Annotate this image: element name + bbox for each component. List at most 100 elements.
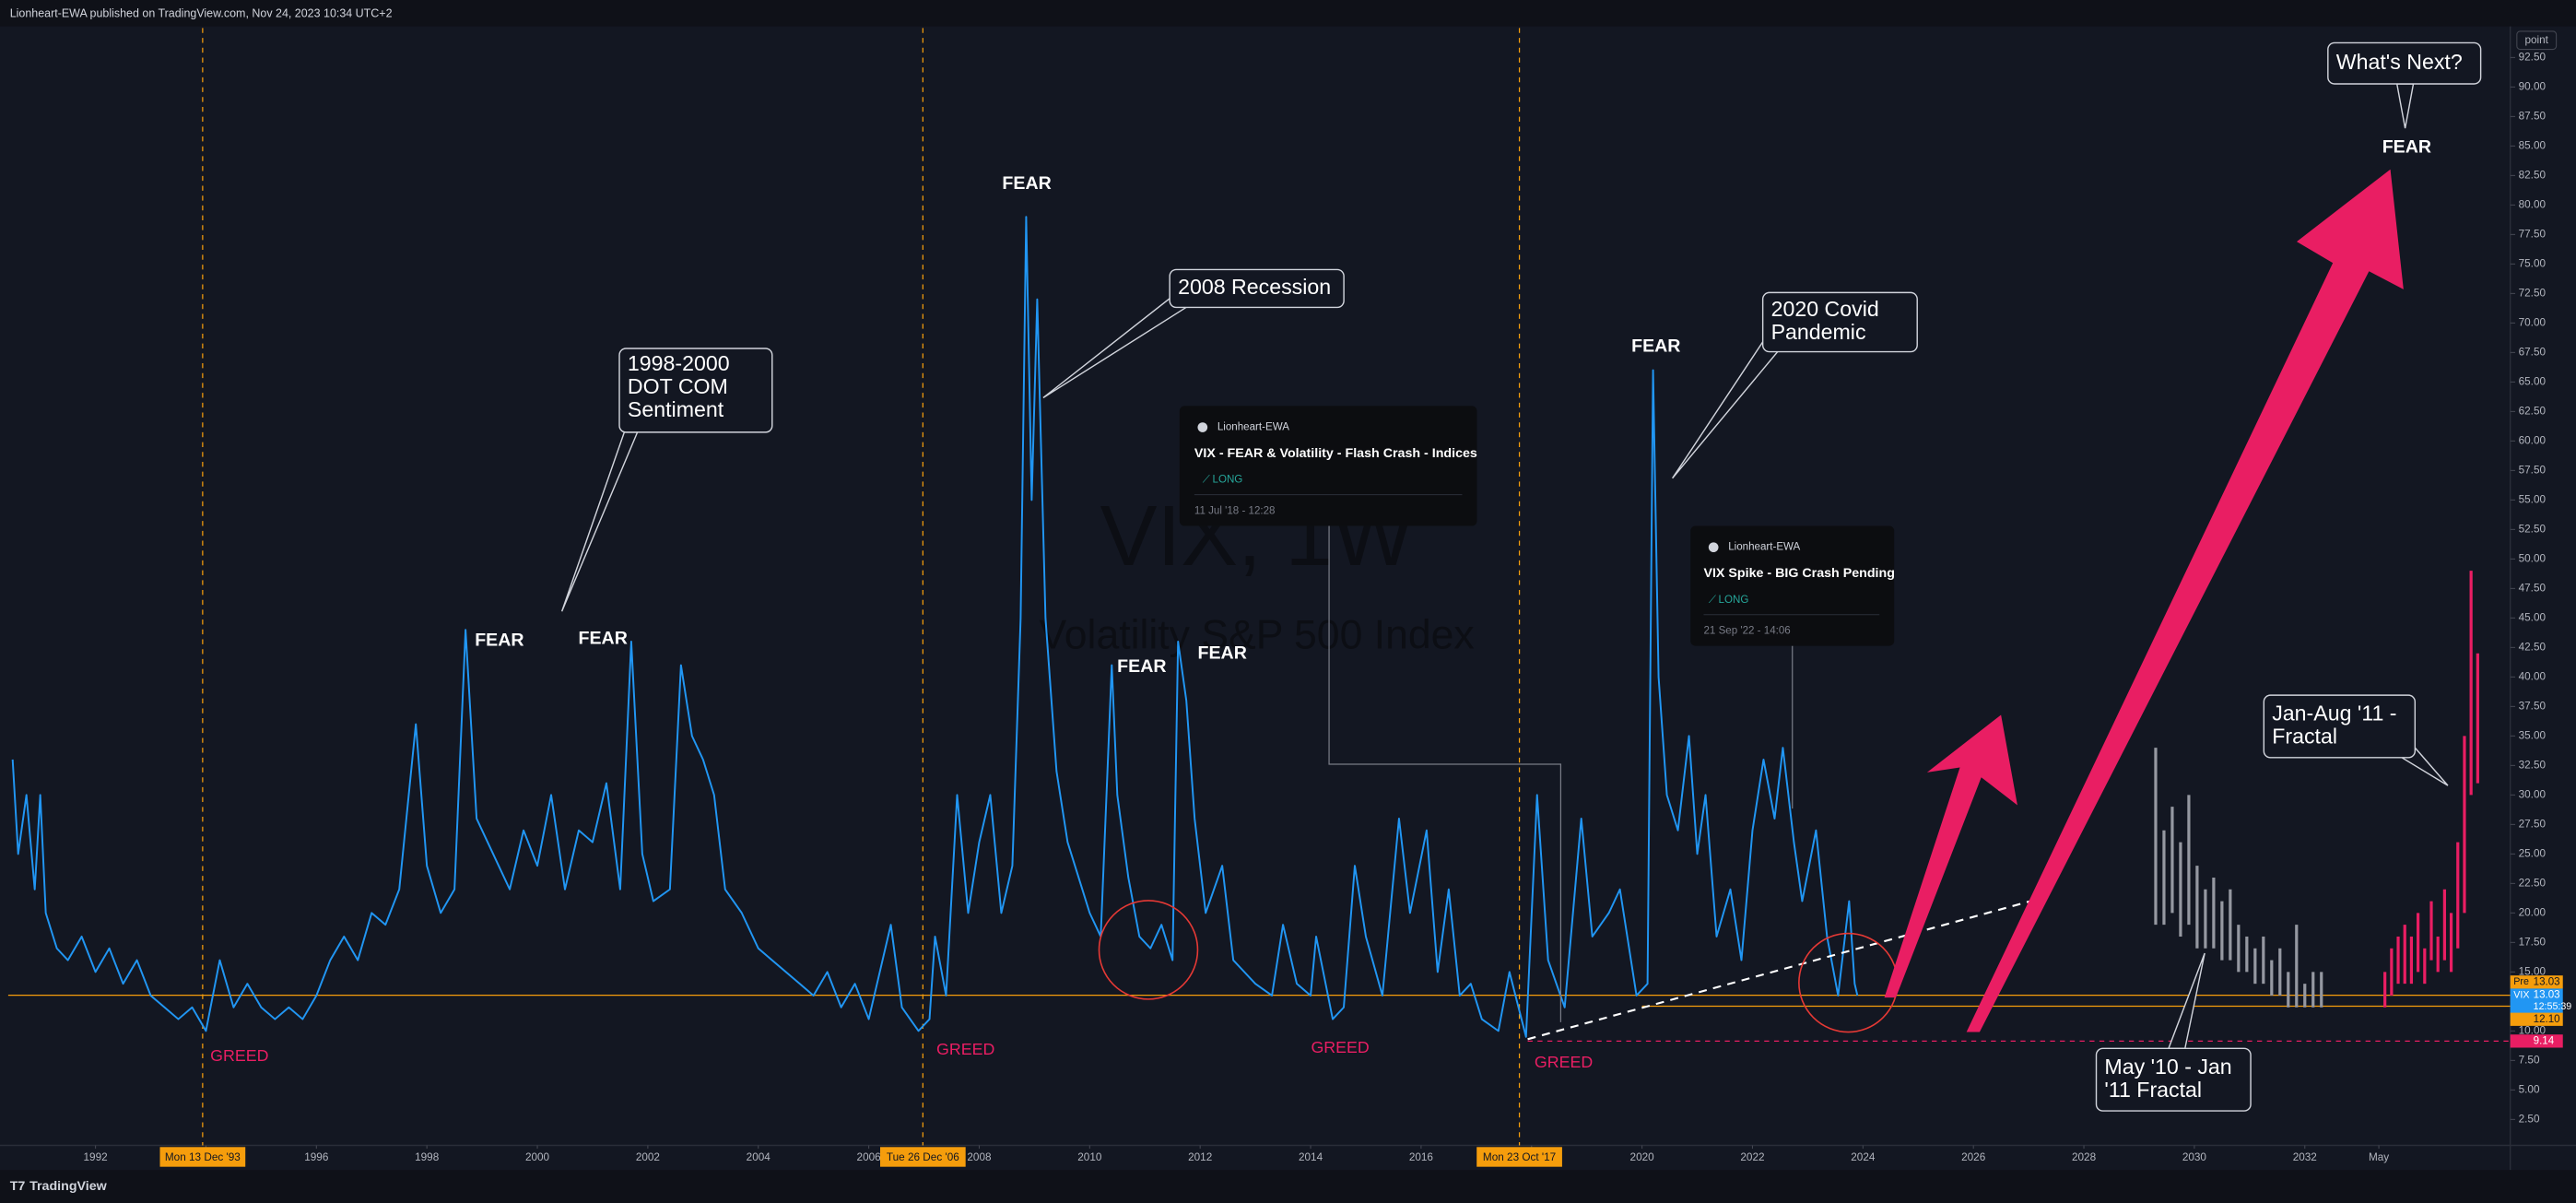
date-marker-label: Tue 26 Dec '06: [887, 1151, 959, 1163]
callout: [1761, 291, 1918, 353]
y-tick-label: 42.50: [2519, 641, 2547, 653]
y-tick-label: 80.00: [2519, 199, 2547, 211]
x-tick-label: 2004: [747, 1151, 771, 1163]
y-tick-label: 77.50: [2519, 229, 2547, 241]
brand: TradingView: [29, 1179, 108, 1194]
x-tick-label: 2002: [636, 1151, 660, 1163]
x-tick-label: 2012: [1188, 1151, 1212, 1163]
x-tick-label: 1996: [304, 1151, 329, 1163]
callout-text: Sentiment: [628, 397, 724, 421]
callout-text: Pandemic: [1771, 320, 1866, 344]
price-box: [2510, 988, 2563, 1014]
price-label: 9.14: [2534, 1035, 2555, 1046]
date-marker-box: [1476, 1147, 1562, 1167]
callout-text: DOT COM: [628, 374, 728, 398]
price-box: [2510, 1012, 2563, 1026]
header-bar: [0, 0, 2576, 27]
author-icon: [1708, 542, 1719, 553]
y-tick-label: 17.50: [2519, 936, 2547, 948]
x-tick-label: 2024: [1851, 1151, 1876, 1163]
date-marker-box: [879, 1147, 966, 1167]
y-tick-label: 57.50: [2519, 464, 2547, 476]
greed-label: GREED: [210, 1046, 268, 1065]
idea-direction: LONG: [1213, 475, 1243, 486]
highlight-circle: [1098, 900, 1199, 1000]
y-tick-label: 75.00: [2519, 257, 2547, 269]
y-tick-label: 65.00: [2519, 375, 2547, 387]
idea-card[interactable]: [1179, 406, 1477, 526]
callout-text: 1998-2000: [628, 351, 730, 375]
idea-card[interactable]: [1690, 525, 1895, 646]
x-tick-label: 2014: [1299, 1151, 1323, 1163]
callout: [618, 348, 773, 433]
greed-label: GREED: [1535, 1053, 1593, 1071]
header-text: Lionheart-EWA published on TradingView.c…: [10, 7, 393, 20]
price-label: 13.03: [2534, 990, 2560, 1001]
callout: [1169, 268, 1345, 309]
x-tick-label: 2022: [1740, 1151, 1764, 1163]
fear-label: FEAR: [1002, 173, 1051, 194]
x-tick-label: 2016: [1409, 1151, 1434, 1163]
idea-title: VIX Spike - BIG Crash Pending: [1703, 566, 1894, 581]
idea-title: VIX - FEAR & Volatility - Flash Crash - …: [1194, 446, 1477, 461]
fear-label: FEAR: [475, 630, 523, 650]
y-tick-label: 32.50: [2519, 759, 2547, 771]
y-tick-label: 37.50: [2519, 700, 2547, 712]
price-tag: VIX: [2513, 989, 2529, 1000]
price-time: 12:55:39: [2534, 1001, 2572, 1012]
footer-bar: [0, 1170, 2576, 1203]
x-tick-label: 1998: [415, 1151, 440, 1163]
date-marker-box: [159, 1147, 246, 1167]
y-tick-label: 47.50: [2519, 582, 2547, 594]
idea-icon: ⟋: [1203, 475, 1211, 486]
idea-author: Lionheart-EWA: [1217, 422, 1289, 433]
plot: [7, 28, 2511, 1146]
y-tick-label: 67.50: [2519, 346, 2547, 358]
y-tick-label: 2.50: [2519, 1113, 2540, 1125]
callout: [2327, 41, 2482, 85]
idea-author: Lionheart-EWA: [1728, 542, 1800, 553]
price-tag: Pre: [2513, 976, 2529, 987]
x-tick-label: 2020: [1630, 1151, 1655, 1163]
idea-connector: [1328, 525, 1562, 1022]
greed-label: GREED: [1311, 1038, 1369, 1056]
x-tick-label: 2010: [1077, 1151, 1102, 1163]
idea-date: 21 Sep '22 - 14:06: [1703, 626, 1790, 637]
unit-button[interactable]: [2516, 30, 2558, 51]
y-tick-label: 62.50: [2519, 405, 2547, 417]
fear-label: FEAR: [1631, 336, 1680, 356]
callout: [2095, 1047, 2252, 1112]
unit-label: point: [2524, 34, 2548, 46]
x-tick-label: 2006: [857, 1151, 882, 1163]
y-tick-label: 55.00: [2519, 493, 2547, 505]
y-tick-label: 35.00: [2519, 729, 2547, 741]
y-tick-label: 25.00: [2519, 847, 2547, 859]
watermark-subtitle: Volatility S&P 500 Index: [1040, 612, 1475, 657]
y-tick-label: 27.50: [2519, 818, 2547, 830]
price-line-series: [11, 216, 1859, 1038]
callout-text: Fractal: [2272, 725, 2337, 749]
y-tick-label: 7.50: [2519, 1054, 2540, 1066]
arrow: [1966, 169, 2404, 1032]
price-box: [2510, 975, 2563, 989]
callout-text: 2008 Recession: [1178, 275, 1331, 299]
y-tick-label: 52.50: [2519, 523, 2547, 535]
y-tick-label: 90.00: [2519, 81, 2547, 93]
x-tick-label: 2032: [2293, 1151, 2317, 1163]
greed-label: GREED: [936, 1040, 994, 1058]
x-tick-label: 2000: [525, 1151, 550, 1163]
y-tick-label: 85.00: [2519, 140, 2547, 152]
x-tick-label: 2008: [967, 1151, 992, 1163]
y-tick-label: 60.00: [2519, 434, 2547, 446]
x-tick-label: 1992: [84, 1151, 108, 1163]
author-icon: [1197, 422, 1208, 432]
x-tick-label: 2028: [2072, 1151, 2097, 1163]
x-tick-label: May: [2369, 1151, 2389, 1163]
fear-label: FEAR: [579, 629, 628, 649]
y-tick-label: 50.00: [2519, 552, 2547, 564]
y-tick-label: 72.50: [2519, 287, 2547, 299]
y-tick-label: 70.00: [2519, 316, 2547, 328]
callout: [2263, 694, 2417, 759]
callout-text: '11 Fractal: [2104, 1078, 2202, 1102]
y-tick-label: 87.50: [2519, 111, 2547, 123]
